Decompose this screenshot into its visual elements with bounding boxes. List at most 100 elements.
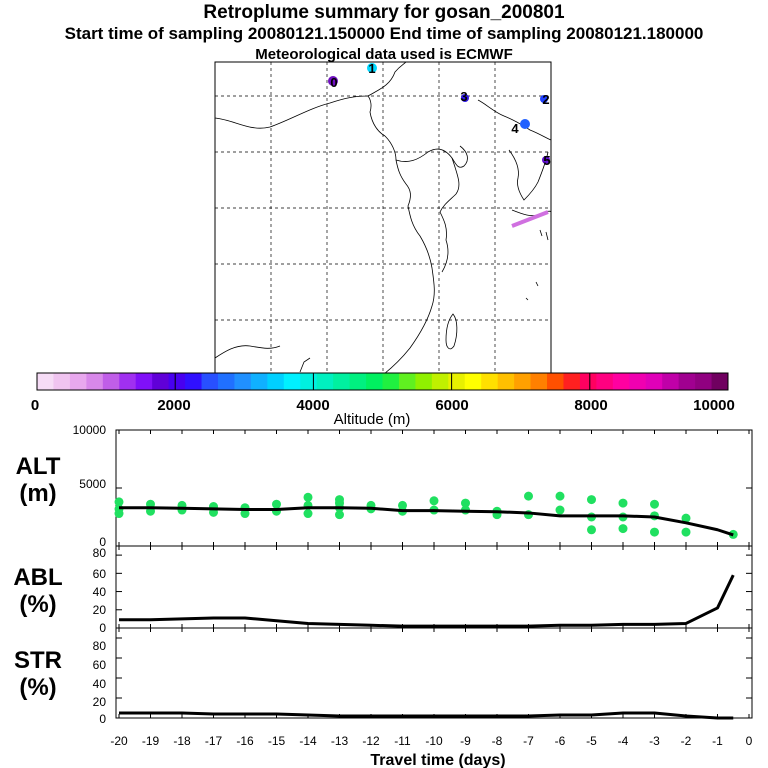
alt-point bbox=[650, 499, 659, 509]
x-tick-label: -20 bbox=[110, 734, 128, 748]
colorbar-tick-label: 0 bbox=[31, 397, 39, 414]
abl-ytick-label: 0 bbox=[99, 621, 106, 635]
plume-marker-day4 bbox=[520, 119, 530, 129]
plume-marker-day1 bbox=[367, 63, 377, 73]
x-tick-label: -8 bbox=[492, 734, 503, 748]
colorbar-label: Altitude (m) bbox=[334, 411, 411, 428]
alt-point bbox=[240, 509, 250, 519]
panel-labels: ALT (m) ABL (%) STR (%) bbox=[13, 453, 62, 701]
alt-point bbox=[335, 498, 344, 508]
chart-title: Retroplume summary for gosan_200801 bbox=[203, 2, 565, 23]
alt-point bbox=[303, 492, 313, 502]
colorbar-swatch bbox=[267, 373, 285, 390]
colorbar-swatch bbox=[415, 373, 433, 390]
colorbar-swatch bbox=[431, 373, 449, 390]
colorbar-swatch bbox=[711, 373, 729, 390]
colorbar-swatch bbox=[579, 373, 597, 390]
abl-panel-label: ABL bbox=[13, 564, 62, 591]
colorbar-ticks: 0 2000 4000 6000 8000 10000 Altitude (m) bbox=[31, 397, 735, 428]
colorbar-swatch bbox=[563, 373, 581, 390]
colorbar-swatch bbox=[217, 373, 235, 390]
colorbar-swatch bbox=[547, 373, 564, 390]
alt-point bbox=[587, 495, 596, 505]
panel-frames bbox=[115, 429, 753, 719]
x-tick-label: -19 bbox=[142, 734, 160, 748]
plume-label: 5 bbox=[543, 153, 550, 168]
alt-panel-label: ALT bbox=[16, 453, 61, 480]
colorbar-swatch bbox=[645, 373, 663, 390]
colorbar-tick-label: 2000 bbox=[157, 397, 190, 414]
x-axis-label: Travel time (days) bbox=[370, 752, 505, 768]
alt-point bbox=[303, 509, 313, 519]
abl-ytick-label: 20 bbox=[93, 603, 107, 617]
alt-point bbox=[618, 524, 628, 534]
x-tick-label: -9 bbox=[460, 734, 471, 748]
colorbar-swatch bbox=[316, 373, 334, 390]
plume-label: 0 bbox=[330, 75, 337, 90]
alt-series-line bbox=[119, 506, 734, 537]
x-tick-label: -3 bbox=[649, 734, 660, 748]
str-ytick-label: 60 bbox=[93, 658, 107, 672]
colorbar-swatch bbox=[596, 373, 614, 390]
alt-point bbox=[555, 505, 565, 515]
plume-marker-day5 bbox=[542, 156, 550, 164]
alt-point bbox=[587, 525, 596, 535]
x-tick-label: -2 bbox=[681, 734, 692, 748]
colorbar-swatch bbox=[382, 373, 400, 390]
colorbar-tick-label: 10000 bbox=[693, 397, 735, 414]
colorbar-swatch bbox=[283, 373, 301, 390]
x-tick-label: -10 bbox=[425, 734, 443, 748]
abl-panel-unit: (%) bbox=[19, 591, 56, 618]
plume-marker-day2 bbox=[540, 95, 548, 103]
colorbar-swatch bbox=[234, 373, 252, 390]
colorbar-swatch bbox=[102, 373, 120, 390]
x-tick-label: -5 bbox=[586, 734, 597, 748]
x-tick-label: -4 bbox=[618, 734, 629, 748]
str-panel-label: STR bbox=[14, 647, 62, 674]
str-ytick-label: 0 bbox=[99, 712, 106, 726]
alt-point bbox=[681, 513, 691, 523]
x-tick-label: -11 bbox=[394, 734, 411, 748]
colorbar-swatch bbox=[497, 373, 515, 390]
x-tick-label: -16 bbox=[236, 734, 254, 748]
colorbar-swatch bbox=[201, 373, 219, 390]
met-data-note: Meteorological data used is ECMWF bbox=[255, 46, 513, 63]
colorbar-swatch bbox=[481, 373, 499, 390]
colorbar-swatch bbox=[464, 373, 482, 390]
colorbar-swatch bbox=[398, 373, 416, 390]
sampling-period: Start time of sampling 20080121.150000 E… bbox=[64, 24, 704, 43]
colorbar-swatch bbox=[86, 373, 104, 390]
plume-label: 4 bbox=[511, 121, 519, 136]
x-tick-label: -1 bbox=[712, 734, 723, 748]
alt-ytick-label: 5000 bbox=[79, 477, 106, 491]
str-ytick-label: 20 bbox=[93, 695, 107, 709]
colorbar-border bbox=[36, 372, 729, 391]
x-tick-label: -6 bbox=[555, 734, 566, 748]
plume-marker-day0 bbox=[328, 76, 338, 86]
colorbar-swatch bbox=[300, 373, 318, 390]
plume-label: 3 bbox=[460, 89, 467, 104]
x-tick-label: -7 bbox=[523, 734, 534, 748]
plume-label: 1 bbox=[368, 61, 375, 76]
colorbar-swatch bbox=[530, 373, 548, 390]
str-panel-unit: (%) bbox=[19, 674, 56, 701]
altitude-colorbar bbox=[36, 372, 729, 391]
alt-point bbox=[335, 510, 344, 520]
colorbar-swatch bbox=[333, 373, 351, 390]
alt-panel-unit: (m) bbox=[19, 480, 56, 507]
colorbar-swatch bbox=[168, 373, 186, 390]
alt-point bbox=[461, 498, 470, 508]
colorbar-swatch bbox=[37, 373, 54, 390]
colorbar-swatch bbox=[349, 373, 367, 390]
colorbar-swatch bbox=[53, 373, 71, 390]
alt-point bbox=[429, 496, 439, 506]
abl-ytick-label: 40 bbox=[93, 585, 107, 599]
plume-marker-day3 bbox=[461, 94, 469, 102]
alt-point bbox=[524, 491, 533, 501]
colorbar-swatch bbox=[366, 373, 383, 390]
x-tick-label: -17 bbox=[205, 734, 223, 748]
alt-ytick-label: 0 bbox=[99, 535, 106, 549]
alt-point bbox=[272, 499, 281, 509]
colorbar-swatch bbox=[185, 373, 203, 390]
